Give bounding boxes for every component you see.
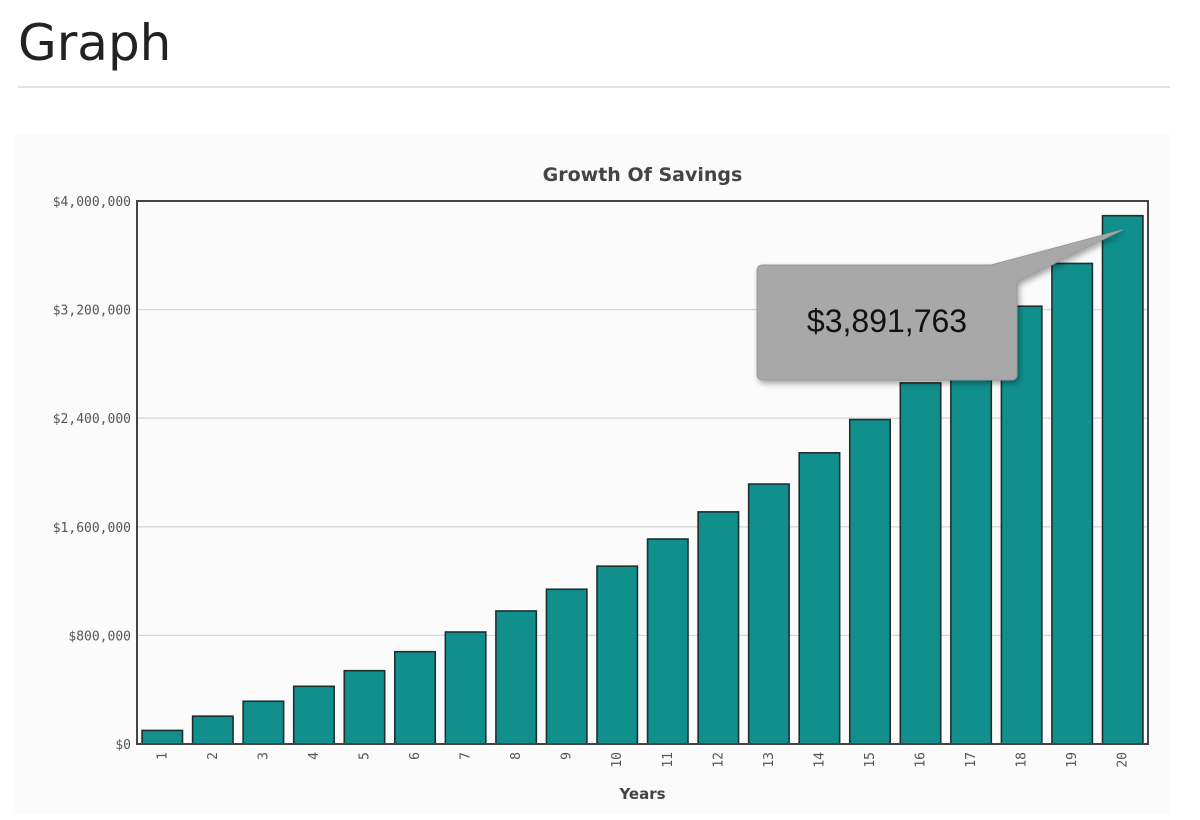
bar-year-11[interactable] — [646, 538, 689, 745]
x-tick-label: 13 — [762, 752, 777, 768]
bar-year-10[interactable] — [596, 565, 639, 745]
bar-year-6[interactable] — [394, 650, 437, 745]
y-tick-label: $2,400,000 — [53, 412, 131, 427]
x-axis-ticks: 1 2 3 4 5 6 7 8 9 10 11 12 13 14 15 16 17 18 19 20 — [155, 752, 1130, 768]
bar-year-5[interactable] — [343, 669, 386, 745]
bar-year-8[interactable] — [495, 610, 538, 745]
x-tick-label: 16 — [914, 752, 929, 768]
y-axis-ticks: $0 $800,000 $1,600,000 $2,400,000 $3,200,000… — [53, 195, 131, 753]
y-tick-label: $3,200,000 — [53, 304, 131, 319]
chart-title: Growth Of Savings — [543, 164, 743, 186]
bar-year-20[interactable] — [1101, 214, 1144, 745]
tooltip-value: $3,891,763 — [807, 303, 967, 339]
x-tick-label: 3 — [256, 752, 271, 760]
x-axis-label: Years — [618, 785, 665, 803]
x-tick-label: 2 — [206, 752, 221, 760]
x-tick-label: 15 — [863, 752, 878, 768]
x-tick-label: 11 — [661, 752, 676, 768]
title-divider — [18, 86, 1170, 88]
x-tick-label: 6 — [408, 752, 423, 760]
bar-year-2[interactable] — [191, 715, 234, 745]
bar-year-19[interactable] — [1051, 262, 1094, 745]
y-tick-label: $4,000,000 — [53, 195, 131, 210]
bar-year-7[interactable] — [444, 631, 487, 745]
bar-year-1[interactable] — [141, 729, 184, 745]
bar-year-9[interactable] — [545, 588, 588, 745]
bar-year-16[interactable] — [899, 382, 942, 745]
chart-panel: Growth Of Savings $0 $800,000 $1,600,000 $2… — [15, 134, 1170, 814]
plot-frame — [136, 200, 1149, 745]
bar-year-12[interactable] — [697, 511, 740, 745]
page-title: Graph — [18, 14, 172, 72]
x-tick-label: 20 — [1116, 752, 1131, 768]
tooltip-callout — [756, 229, 1123, 381]
y-tick-label: $1,600,000 — [53, 521, 131, 536]
x-tick-label: 7 — [459, 752, 474, 760]
x-tick-label: 4 — [307, 752, 322, 760]
x-tick-label: 17 — [964, 752, 979, 768]
bar-year-15[interactable] — [848, 418, 891, 745]
bar-year-3[interactable] — [242, 700, 285, 745]
bar-year-17[interactable] — [950, 344, 993, 745]
x-tick-label: 14 — [812, 752, 827, 768]
y-tick-label: $0 — [115, 738, 131, 753]
x-tick-label: 5 — [357, 752, 372, 760]
x-tick-label: 19 — [1065, 752, 1080, 768]
value-tooltip: $3,891,763 — [756, 229, 1123, 381]
x-tick-label: 8 — [509, 752, 524, 760]
bar-year-4[interactable] — [292, 685, 335, 745]
bars — [141, 214, 1144, 745]
x-tick-label: 1 — [155, 752, 170, 760]
x-tick-label: 10 — [610, 752, 625, 768]
bar-year-13[interactable] — [747, 483, 790, 745]
x-tick-label: 12 — [711, 752, 726, 768]
x-tick-label: 18 — [1015, 752, 1030, 768]
growth-of-savings-chart: Growth Of Savings $0 $800,000 $1,600,000 $2… — [53, 164, 1149, 803]
y-tick-label: $800,000 — [68, 629, 131, 644]
x-tick-label: 9 — [560, 752, 575, 760]
bar-year-14[interactable] — [798, 452, 841, 745]
